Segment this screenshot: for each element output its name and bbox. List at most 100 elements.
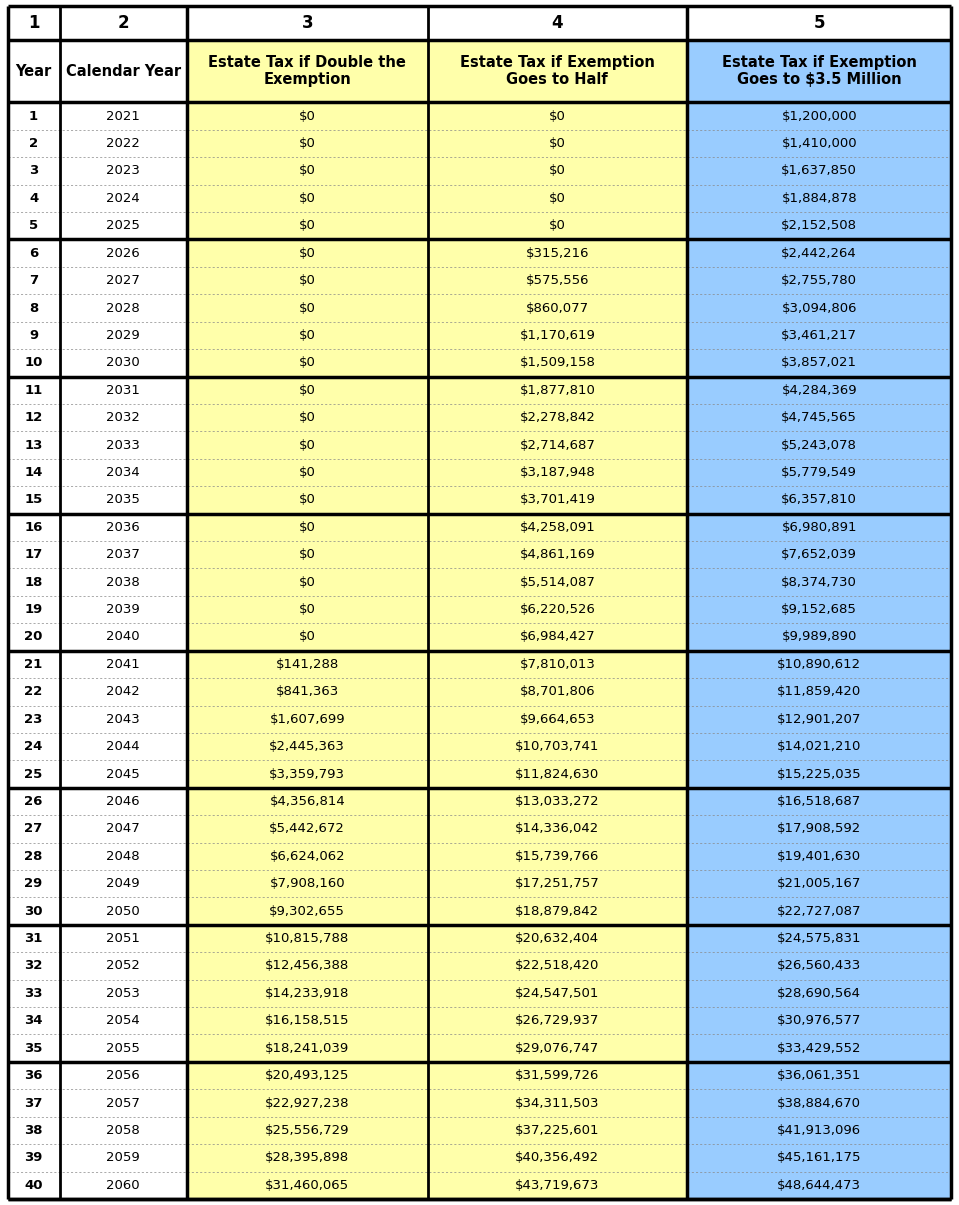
Bar (687, 816, 951, 842)
Text: $0: $0 (299, 439, 316, 452)
Text: 1: 1 (29, 110, 38, 123)
Bar (428, 541, 687, 569)
Text: $18,241,039: $18,241,039 (265, 1041, 349, 1054)
Bar (8, 816, 59, 842)
Bar (687, 431, 951, 459)
Bar (8, 1089, 59, 1117)
Text: $0: $0 (549, 110, 566, 123)
Text: $6,624,062: $6,624,062 (269, 850, 345, 863)
Bar (187, 733, 428, 760)
Text: 2023: 2023 (106, 164, 140, 177)
Bar (428, 1007, 687, 1034)
Text: $9,302,655: $9,302,655 (269, 905, 345, 918)
Text: $33,429,552: $33,429,552 (777, 1041, 861, 1054)
Text: $6,220,526: $6,220,526 (520, 602, 596, 616)
Bar (428, 459, 687, 487)
Bar (8, 952, 59, 980)
Text: 27: 27 (25, 822, 43, 835)
Bar (59, 898, 187, 925)
Bar (187, 376, 428, 404)
Bar (8, 1117, 59, 1145)
Bar (428, 925, 687, 952)
Bar (428, 6, 687, 40)
Bar (428, 678, 687, 706)
Text: 2032: 2032 (106, 411, 140, 424)
Text: 2: 2 (117, 14, 129, 31)
Text: $14,336,042: $14,336,042 (515, 822, 599, 835)
Bar (187, 1007, 428, 1034)
Bar (187, 541, 428, 569)
Bar (59, 706, 187, 733)
Bar (428, 952, 687, 980)
Text: 23: 23 (24, 712, 43, 725)
Bar (59, 431, 187, 459)
Text: $1,607,699: $1,607,699 (269, 712, 345, 725)
Text: 2051: 2051 (106, 931, 140, 945)
Text: $22,727,087: $22,727,087 (777, 905, 861, 918)
Text: 38: 38 (24, 1124, 43, 1138)
Text: $15,739,766: $15,739,766 (515, 850, 599, 863)
Text: 8: 8 (29, 301, 38, 315)
Bar (8, 898, 59, 925)
Bar (59, 870, 187, 898)
Text: $0: $0 (549, 164, 566, 177)
Text: Estate Tax if Exemption
Goes to $3.5 Million: Estate Tax if Exemption Goes to $3.5 Mil… (722, 55, 917, 87)
Text: 2050: 2050 (106, 905, 140, 918)
Text: $0: $0 (549, 137, 566, 151)
Text: 2025: 2025 (106, 219, 140, 233)
Text: 2054: 2054 (106, 1015, 140, 1028)
Text: $45,161,175: $45,161,175 (777, 1151, 861, 1164)
Bar (187, 1034, 428, 1062)
Bar (8, 569, 59, 596)
Text: $9,152,685: $9,152,685 (782, 602, 857, 616)
Bar (687, 349, 951, 376)
Text: $21,005,167: $21,005,167 (777, 877, 861, 890)
Bar (428, 1062, 687, 1089)
Text: $14,021,210: $14,021,210 (777, 740, 861, 753)
Text: $19,401,630: $19,401,630 (777, 850, 861, 863)
Bar (8, 1145, 59, 1171)
Text: 2021: 2021 (106, 110, 140, 123)
Bar (59, 349, 187, 376)
Bar (8, 513, 59, 541)
Text: $31,460,065: $31,460,065 (266, 1178, 349, 1192)
Bar (687, 184, 951, 212)
Bar (187, 268, 428, 294)
Text: $0: $0 (299, 383, 316, 396)
Bar (687, 40, 951, 102)
Bar (187, 1117, 428, 1145)
Bar (59, 760, 187, 788)
Text: $10,815,788: $10,815,788 (265, 931, 349, 945)
Bar (428, 733, 687, 760)
Text: $0: $0 (549, 192, 566, 205)
Text: $2,442,264: $2,442,264 (782, 247, 857, 260)
Text: $4,356,814: $4,356,814 (269, 795, 345, 809)
Text: $10,890,612: $10,890,612 (777, 658, 861, 671)
Bar (59, 816, 187, 842)
Text: $11,824,630: $11,824,630 (515, 768, 599, 781)
Text: $3,461,217: $3,461,217 (782, 329, 857, 342)
Text: 7: 7 (29, 274, 38, 287)
Text: $13,033,272: $13,033,272 (515, 795, 599, 809)
Text: 2037: 2037 (106, 548, 140, 562)
Text: $4,258,091: $4,258,091 (520, 521, 596, 534)
Bar (428, 816, 687, 842)
Text: $841,363: $841,363 (275, 686, 339, 699)
Bar (687, 240, 951, 268)
Text: $5,243,078: $5,243,078 (782, 439, 857, 452)
Bar (187, 130, 428, 158)
Text: $4,284,369: $4,284,369 (782, 383, 857, 396)
Text: $0: $0 (299, 411, 316, 424)
Text: $0: $0 (299, 630, 316, 643)
Text: $28,395,898: $28,395,898 (266, 1151, 349, 1164)
Text: $28,690,564: $28,690,564 (777, 987, 861, 1000)
Bar (59, 268, 187, 294)
Text: $0: $0 (299, 274, 316, 287)
Text: $7,652,039: $7,652,039 (782, 548, 857, 562)
Bar (428, 184, 687, 212)
Bar (187, 486, 428, 513)
Text: 37: 37 (24, 1097, 43, 1110)
Bar (59, 486, 187, 513)
Bar (8, 1007, 59, 1034)
Bar (187, 404, 428, 431)
